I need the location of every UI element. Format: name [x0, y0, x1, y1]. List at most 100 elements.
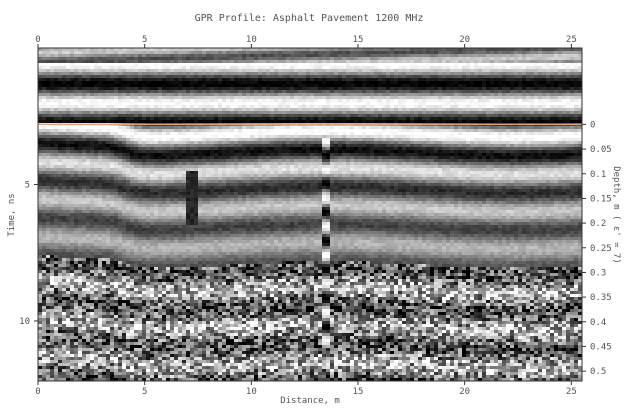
radargram-pixel	[82, 342, 86, 345]
radargram-pixel	[118, 315, 122, 318]
radargram-pixel	[178, 60, 182, 63]
radargram-pixel	[122, 81, 126, 84]
radargram-pixel	[42, 159, 46, 162]
radargram-pixel	[186, 108, 190, 111]
radargram-pixel	[134, 306, 138, 309]
radargram-pixel	[182, 48, 186, 51]
radargram-pixel	[50, 378, 54, 381]
radargram-pixel	[114, 297, 118, 300]
radargram-pixel	[102, 282, 106, 285]
radargram-pixel	[58, 231, 62, 234]
radargram-pixel	[130, 213, 134, 216]
radargram-pixel	[102, 267, 106, 270]
radargram-pixel	[198, 345, 202, 348]
radargram-pixel	[198, 102, 202, 105]
radargram-pixel	[90, 183, 94, 186]
radargram-pixel	[190, 195, 194, 198]
radargram-pixel	[90, 87, 94, 90]
radargram-pixel	[198, 120, 202, 123]
radargram-pixel	[122, 207, 126, 210]
radargram-pixel	[118, 282, 122, 285]
radargram-pixel	[194, 315, 198, 318]
radargram-pixel	[74, 141, 78, 144]
radargram-pixel	[38, 225, 42, 228]
radargram-pixel	[162, 240, 166, 243]
radargram-pixel	[106, 84, 110, 87]
radargram-pixel	[54, 51, 58, 54]
radargram-pixel	[78, 366, 82, 369]
radargram-pixel	[66, 273, 70, 276]
radargram-pixel	[94, 99, 98, 102]
radargram-pixel	[170, 72, 174, 75]
radargram-pixel	[70, 78, 74, 81]
radargram-pixel	[134, 252, 138, 255]
radargram-pixel	[174, 60, 178, 63]
radargram-pixel	[198, 264, 202, 267]
radargram-pixel	[62, 363, 66, 366]
radargram-pixel	[186, 357, 190, 360]
radargram-pixel	[82, 279, 86, 282]
radargram-pixel	[78, 342, 82, 345]
radargram-pixel	[94, 369, 98, 372]
radargram-pixel	[202, 144, 206, 147]
radargram-pixel	[130, 159, 134, 162]
radargram-pixel	[182, 234, 186, 237]
radargram-pixel	[38, 372, 42, 375]
radargram-pixel	[150, 249, 154, 252]
radargram-pixel	[202, 303, 206, 306]
radargram-pixel	[206, 147, 210, 150]
radargram-pixel	[70, 204, 74, 207]
radargram-pixel	[154, 348, 158, 351]
radargram-pixel	[154, 237, 158, 240]
radargram-pixel	[174, 261, 178, 264]
radargram-pixel	[158, 96, 162, 99]
radargram-pixel	[114, 345, 118, 348]
radargram-pixel	[130, 303, 134, 306]
radargram-pixel	[210, 84, 214, 87]
radargram-pixel	[82, 156, 86, 159]
radargram-pixel	[126, 240, 130, 243]
radargram-pixel	[214, 99, 218, 102]
radargram-pixel	[206, 234, 210, 237]
radargram-pixel	[142, 345, 146, 348]
radargram-pixel	[202, 51, 206, 54]
radargram-pixel	[62, 261, 66, 264]
radargram-pixel	[86, 351, 90, 354]
radargram-pixel	[106, 300, 110, 303]
radargram-pixel	[170, 207, 174, 210]
radargram-pixel	[146, 171, 150, 174]
radargram-pixel	[42, 288, 46, 291]
radargram-pixel	[150, 375, 154, 378]
radargram-pixel	[54, 273, 58, 276]
radargram-pixel	[166, 165, 170, 168]
radargram-pixel	[130, 258, 134, 261]
radargram-pixel	[94, 93, 98, 96]
radargram-pixel	[54, 198, 58, 201]
radargram-pixel	[190, 54, 194, 57]
radargram-pixel	[86, 81, 90, 84]
radargram-pixel	[50, 279, 54, 282]
radargram-pixel	[102, 234, 106, 237]
radargram-pixel	[74, 264, 78, 267]
radargram-pixel	[106, 342, 110, 345]
radargram-pixel	[70, 186, 74, 189]
radargram-pixel	[186, 225, 190, 228]
radargram-pixel	[98, 321, 102, 324]
radargram-pixel	[138, 117, 142, 120]
radargram-pixel	[162, 87, 166, 90]
radargram-pixel	[158, 219, 162, 222]
radargram-pixel	[126, 270, 130, 273]
radargram-pixel	[154, 321, 158, 324]
radargram-pixel	[82, 282, 86, 285]
radargram-pixel	[74, 201, 78, 204]
radargram-pixel	[106, 147, 110, 150]
radargram-pixel	[202, 141, 206, 144]
radargram-pixel	[186, 126, 190, 129]
radargram-pixel	[102, 90, 106, 93]
radargram-pixel	[134, 291, 138, 294]
radargram-pixel	[178, 54, 182, 57]
radargram-pixel	[78, 114, 82, 117]
radargram-pixel	[210, 174, 214, 177]
radargram-pixel	[118, 105, 122, 108]
radargram-pixel	[118, 126, 122, 129]
